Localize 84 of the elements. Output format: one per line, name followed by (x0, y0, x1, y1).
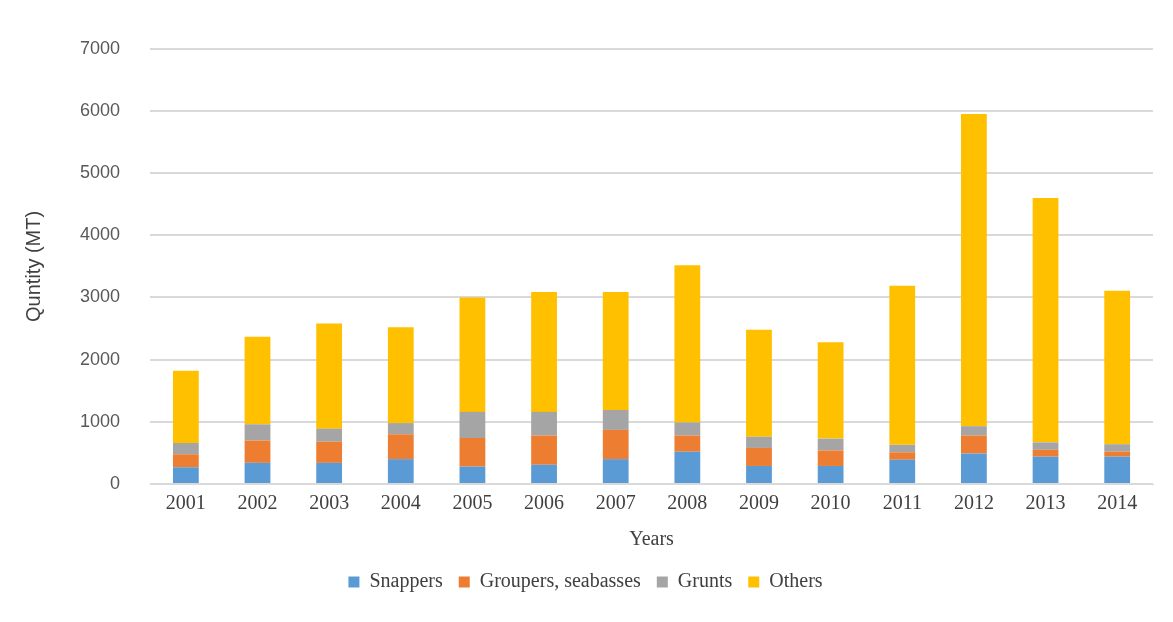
bar (316, 428, 343, 442)
bar (387, 327, 414, 424)
bar (602, 291, 629, 411)
bar (889, 285, 916, 445)
bar (961, 453, 987, 483)
bar (746, 447, 772, 466)
bar (387, 423, 414, 435)
bar (459, 411, 486, 438)
x-tick-label: 2003 (309, 491, 350, 514)
x-tick-label: 2006 (524, 491, 565, 514)
bar (746, 329, 772, 437)
bar (244, 462, 271, 483)
y-tick-label: 6000 (80, 99, 121, 120)
bar (961, 435, 987, 454)
bar (172, 454, 199, 468)
y-tick-label: 4000 (80, 224, 121, 245)
x-tick-label: 2012 (953, 491, 994, 514)
bar (459, 297, 486, 412)
x-tick-label: 2011 (882, 491, 922, 514)
bar (746, 465, 772, 483)
bar (817, 465, 844, 483)
bar (1104, 444, 1131, 452)
bar (1104, 451, 1131, 457)
bar (316, 462, 343, 483)
bar (531, 464, 557, 483)
legend-label: Grunts (677, 569, 733, 592)
bar (674, 422, 701, 436)
bar (602, 410, 629, 430)
bar (817, 438, 844, 451)
bar (1032, 449, 1059, 457)
y-tick-label: 2000 (80, 348, 121, 369)
bar (387, 459, 414, 483)
bar (746, 436, 772, 448)
y-tick-label: 5000 (80, 162, 121, 183)
bar (674, 451, 701, 483)
x-tick-label: 2010 (810, 491, 851, 514)
bar (817, 342, 844, 439)
bar (316, 441, 343, 463)
y-tick-label: 7000 (80, 37, 121, 58)
x-tick-label: 2005 (452, 491, 493, 514)
bar (244, 440, 271, 463)
legend-label: Groupers, seabasses (479, 569, 642, 593)
y-tick-label: 0 (110, 472, 121, 493)
bar (1104, 290, 1131, 445)
bar (602, 429, 629, 460)
x-tick-label: 2009 (738, 491, 779, 514)
y-tick-label: 1000 (80, 410, 121, 431)
bar (674, 265, 701, 423)
bar (889, 459, 916, 483)
bar (316, 323, 343, 429)
bar (244, 336, 271, 425)
bar (602, 459, 629, 483)
bar (1032, 456, 1059, 483)
bar (531, 291, 557, 412)
x-tick-label: 2013 (1025, 491, 1066, 514)
x-tick-label: 2007 (595, 491, 636, 514)
bar (961, 114, 987, 427)
legend-label: Others (769, 569, 823, 592)
bar (1104, 456, 1131, 483)
x-tick-label: 2014 (1097, 491, 1138, 514)
bar (1032, 198, 1059, 443)
bar (172, 467, 199, 483)
x-tick-label: 2008 (667, 491, 708, 514)
x-tick-label: 2004 (380, 491, 421, 514)
bar (674, 435, 701, 452)
bar (459, 437, 486, 467)
bar (459, 466, 486, 483)
bar (961, 426, 987, 436)
bar (244, 424, 271, 441)
bar (172, 370, 199, 443)
bar (889, 444, 916, 453)
bar (889, 452, 916, 460)
bar (531, 435, 557, 465)
bar (172, 442, 199, 455)
x-tick-label: 2001 (165, 491, 206, 514)
bar (531, 411, 557, 436)
y-tick-label: 3000 (80, 286, 121, 307)
bar (817, 450, 844, 466)
bar (1032, 442, 1059, 450)
x-axis-title: Years (629, 527, 675, 550)
y-axis-title: Quntity (MT) (21, 210, 44, 322)
legend-label: Snappers (369, 569, 443, 593)
bar (387, 434, 414, 460)
x-tick-label: 2002 (237, 491, 278, 514)
